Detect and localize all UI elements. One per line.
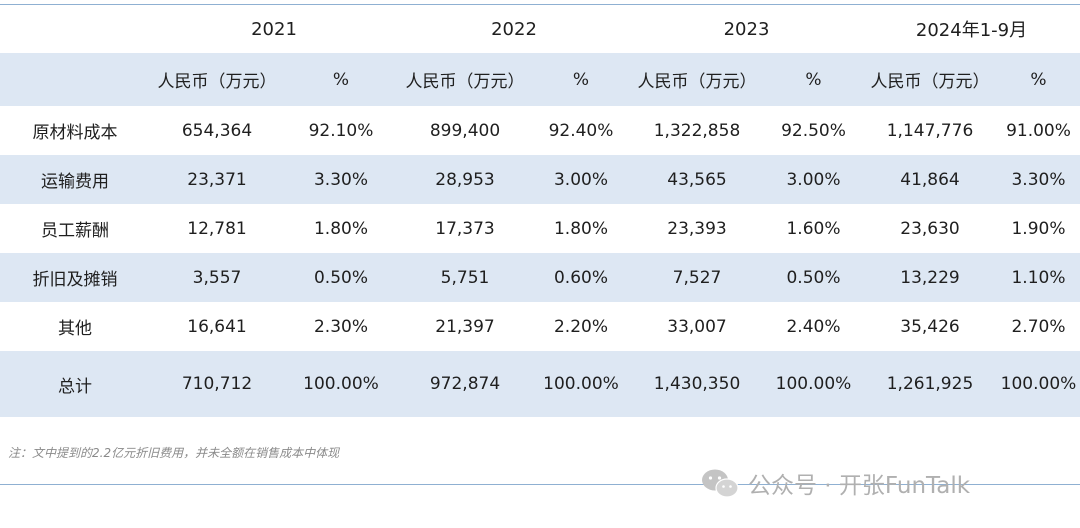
- table-cell: 100.00%: [775, 374, 852, 394]
- row-label: 总计: [58, 376, 92, 397]
- unit-header-cell: 人民币（万元）: [637, 72, 757, 92]
- table-cell: 2.70%: [1011, 316, 1066, 337]
- table-cell: 0.50%: [313, 267, 368, 288]
- year-header-row: 2021 2022 2023 2024年1-9月: [0, 5, 1080, 53]
- year-header-2023: 2023: [723, 18, 770, 40]
- table-cell: 3.00%: [786, 169, 841, 190]
- table-cell: 17,373: [435, 218, 495, 239]
- unit-header-cell: %: [805, 69, 822, 90]
- table-cell: 43,565: [667, 169, 727, 190]
- year-header-2024: 2024年1-9月: [915, 20, 1028, 41]
- table-cell: 710,712: [181, 374, 253, 394]
- unit-header-cell: %: [332, 69, 350, 90]
- table-cell: 1,147,776: [886, 120, 974, 141]
- table-cell: 16,641: [187, 316, 247, 337]
- row-label: 其他: [58, 319, 92, 339]
- table-cell: 899,400: [429, 120, 501, 141]
- table-cell: 7,527: [672, 267, 722, 288]
- year-header-2021: 2021: [251, 18, 297, 40]
- table-cell: 1,430,350: [653, 374, 741, 394]
- year-header-2022: 2022: [491, 18, 537, 40]
- table-row: 折旧及摊销 3,557 0.50% 5,751 0.60% 7,527 0.50…: [0, 253, 1080, 302]
- table-cell: 33,007: [667, 316, 727, 337]
- table-cell: 1,261,925: [886, 374, 974, 394]
- table-cell: 1.80%: [313, 218, 368, 239]
- watermark: 公众号 · 开张FunTalk: [700, 466, 970, 500]
- table-cell: 3,557: [192, 267, 242, 288]
- table-cell: 23,630: [900, 218, 960, 239]
- table-cell: 5,751: [440, 267, 490, 288]
- table-cell: 3.30%: [313, 169, 368, 190]
- table-cell: 2.30%: [313, 316, 368, 337]
- table-cell: 100.00%: [303, 374, 379, 394]
- table-cell: 0.60%: [553, 267, 608, 288]
- table-cell: 1.60%: [786, 218, 841, 239]
- table-row: 运输费用 23,371 3.30% 28,953 3.00% 43,565 3.…: [0, 155, 1080, 204]
- bottom-rule: [0, 484, 1080, 485]
- table-cell: 3.00%: [553, 169, 608, 190]
- table-cell: 2.20%: [553, 316, 608, 337]
- table-cell: 28,953: [435, 169, 495, 190]
- unit-header-cell: 人民币（万元）: [405, 72, 525, 92]
- watermark-text: 公众号 · 开张FunTalk: [748, 473, 971, 499]
- table-cell: 972,874: [429, 374, 501, 394]
- table-cell: 91.00%: [1006, 120, 1071, 141]
- table-cell: 654,364: [181, 120, 253, 141]
- footnote: 注：文中提到的2.2亿元折旧费用，并未全额在销售成本中体现: [8, 446, 340, 460]
- table-cell: 100.00%: [1000, 374, 1077, 394]
- table-cell: 35,426: [900, 316, 960, 337]
- unit-header-row: 人民币（万元） % 人民币（万元） % 人民币（万元） % 人民币（万元） %: [0, 53, 1080, 106]
- table-cell: 1.10%: [1011, 267, 1066, 288]
- table-cell: 1,322,858: [653, 120, 741, 141]
- table-cell: 100.00%: [543, 374, 619, 394]
- top-rule: [0, 4, 1080, 5]
- table-row: 员工薪酬 12,781 1.80% 17,373 1.80% 23,393 1.…: [0, 204, 1080, 253]
- row-label: 折旧及摊销: [32, 270, 118, 290]
- cost-breakdown-table: 2021 2022 2023 2024年1-9月 人民币（万元） % 人民币（万…: [0, 5, 1080, 417]
- total-row: 总计 710,712 100.00% 972,874 100.00% 1,430…: [0, 351, 1080, 417]
- table-row: 其他 16,641 2.30% 21,397 2.20% 33,007 2.40…: [0, 302, 1080, 351]
- table-row: 原材料成本 654,364 92.10% 899,400 92.40% 1,32…: [0, 106, 1080, 155]
- unit-header-cell: %: [572, 69, 590, 90]
- table-cell: 1.80%: [553, 218, 608, 239]
- table-cell: 41,864: [900, 169, 960, 190]
- unit-header-cell: [0, 53, 150, 106]
- wechat-icon: [702, 469, 739, 498]
- table-cell: 23,371: [187, 169, 247, 190]
- table-cell: 3.30%: [1011, 169, 1066, 190]
- table-cell: 92.40%: [548, 120, 614, 141]
- table-cell: 0.50%: [786, 267, 841, 288]
- year-header-blank: [0, 5, 150, 53]
- row-label: 运输费用: [41, 172, 109, 192]
- row-label: 员工薪酬: [41, 221, 109, 241]
- table-cell: 92.10%: [308, 120, 374, 141]
- table-cell: 92.50%: [781, 120, 846, 141]
- table-cell: 1.90%: [1011, 218, 1066, 239]
- unit-header-cell: 人民币（万元）: [870, 72, 990, 92]
- table-cell: 21,397: [435, 316, 495, 337]
- table-cell: 12,781: [187, 218, 247, 239]
- table-cell: 2.40%: [786, 316, 841, 337]
- unit-header-cell: 人民币（万元）: [157, 72, 277, 92]
- table-cell: 13,229: [900, 267, 960, 288]
- row-label: 原材料成本: [32, 123, 118, 143]
- unit-header-cell: %: [1030, 69, 1047, 90]
- table-cell: 23,393: [667, 218, 727, 239]
